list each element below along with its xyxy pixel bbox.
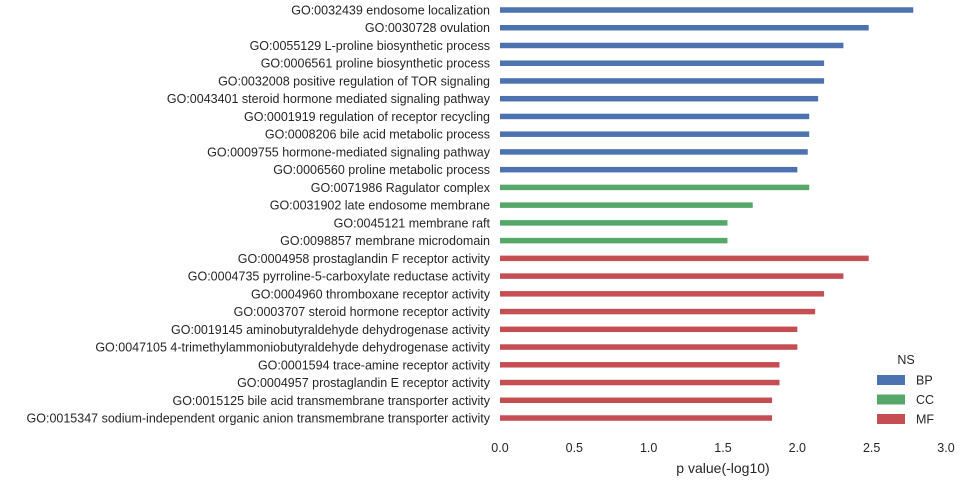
- bar-bp: [500, 78, 825, 84]
- bar-bp: [500, 7, 914, 13]
- bar-cc: [500, 220, 728, 226]
- bar-mf: [500, 344, 798, 350]
- category-label: GO:0004958 prostaglandin F receptor acti…: [238, 252, 491, 266]
- bar-bp: [500, 60, 825, 66]
- bar-mf: [500, 362, 780, 368]
- legend-swatch-bp: [877, 375, 905, 385]
- bar-bp: [500, 42, 844, 49]
- x-tick-label: 2.5: [863, 441, 880, 455]
- bar-mf: [500, 308, 816, 315]
- category-label: GO:0004957 prostaglandin E receptor acti…: [237, 376, 491, 390]
- category-label: GO:0001919 regulation of receptor recycl…: [244, 110, 490, 124]
- category-label: GO:0019145 aminobutyraldehyde dehydrogen…: [171, 323, 491, 337]
- x-tick-label: 0.5: [566, 441, 583, 455]
- category-label: GO:0071986 Ragulator complex: [311, 181, 491, 195]
- bar-mf: [500, 415, 773, 421]
- category-label: GO:0098857 membrane microdomain: [280, 234, 490, 248]
- category-label: GO:0009755 hormone-mediated signaling pa…: [207, 145, 491, 159]
- x-tick-label: 1.5: [714, 441, 731, 455]
- bar-mf: [500, 397, 773, 404]
- category-label: GO:0004735 pyrroline-5-carboxylate reduc…: [188, 270, 491, 284]
- category-label: GO:0003707 steroid hormone receptor acti…: [234, 305, 491, 319]
- category-label: GO:0030728 ovulation: [365, 21, 490, 35]
- bar-mf: [500, 379, 780, 386]
- x-tick-label: 0.0: [491, 441, 508, 455]
- x-tick-label: 1.0: [640, 441, 657, 455]
- bar-cc: [500, 237, 728, 244]
- category-label: GO:0004960 thromboxane receptor activity: [251, 287, 491, 301]
- category-label: GO:0045121 membrane raft: [334, 216, 491, 230]
- category-label: GO:0015125 bile acid transmembrane trans…: [172, 394, 490, 408]
- bar-bp: [500, 95, 819, 102]
- bar-cc: [500, 202, 753, 208]
- category-label: GO:0032008 positive regulation of TOR si…: [218, 74, 490, 88]
- bar-mf: [500, 273, 844, 279]
- category-label: GO:0006561 proline biosynthetic process: [261, 57, 490, 71]
- legend-label-bp: BP: [916, 374, 933, 388]
- category-label: GO:0032439 endosome localization: [291, 4, 490, 18]
- legend-label-cc: CC: [916, 393, 934, 407]
- x-tick-label: 2.0: [789, 441, 806, 455]
- category-label: GO:0001594 trace-amine receptor activity: [258, 358, 491, 372]
- category-label: GO:0015347 sodium-independent organic an…: [27, 412, 491, 426]
- bar-bp: [500, 131, 810, 137]
- category-label: GO:0043401 steroid hormone mediated sign…: [167, 92, 491, 106]
- bar-bp: [500, 149, 808, 155]
- x-axis-title: p value(-log10): [676, 460, 769, 476]
- bar-mf: [500, 255, 869, 262]
- bar-bp: [500, 113, 810, 120]
- bars-layer: [500, 7, 914, 421]
- category-label: GO:0055129 L-proline biosynthetic proces…: [250, 39, 490, 53]
- category-label: GO:0031902 late endosome membrane: [270, 199, 490, 213]
- legend-title: NS: [897, 353, 914, 367]
- bar-bp: [500, 24, 869, 31]
- bar-mf: [500, 326, 798, 333]
- legend-label-mf: MF: [916, 413, 934, 427]
- category-labels: GO:0032439 endosome localization GO:00307…: [27, 4, 491, 426]
- bar-cc: [500, 184, 810, 191]
- category-label: GO:0006560 proline metabolic process: [273, 163, 490, 177]
- bar-bp: [500, 166, 798, 173]
- category-label: GO:0047105 4-trimethylammoniobutyraldehy…: [95, 341, 490, 355]
- bar-mf: [500, 291, 825, 297]
- legend-swatch-mf: [877, 414, 905, 424]
- legend: NS BP CC MF: [877, 353, 934, 427]
- category-label: GO:0008206 bile acid metabolic process: [265, 128, 490, 142]
- legend-entries: BP CC MF: [877, 374, 934, 427]
- legend-swatch-cc: [877, 394, 905, 405]
- x-axis-ticks: 0.0 0.5 1.0 1.5 2.0 2.5 3.0: [491, 441, 954, 455]
- x-tick-label: 3.0: [937, 441, 954, 455]
